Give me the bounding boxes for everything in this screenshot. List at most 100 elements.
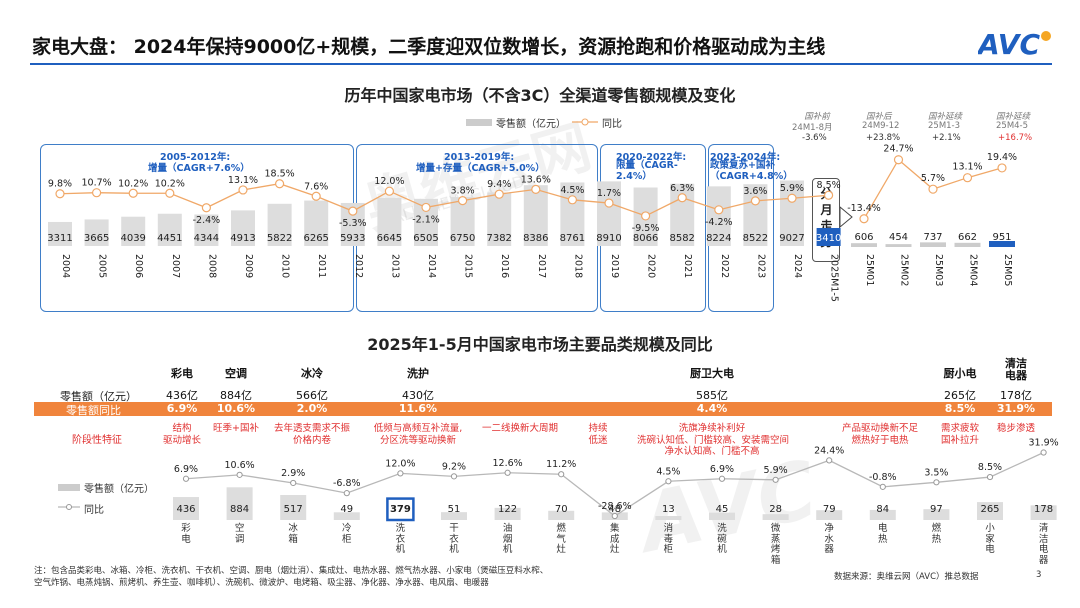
phase-3-line2: 限量（CAGR-2.4%） — [616, 160, 678, 182]
monthly-bar — [885, 244, 912, 247]
annual-yoy-label: -4.2% — [705, 217, 733, 228]
category-bar-value: 79 — [823, 504, 836, 515]
category-bar — [709, 512, 735, 520]
chart2-legend-line: 同比 — [84, 505, 104, 516]
page-title: 家电大盘： 2024年保持9000亿+规模，二季度迎双位数增长，资源抢跑和价格驱… — [32, 36, 826, 58]
annual-yoy-label: -5.3% — [339, 218, 367, 229]
annual-yoy-point — [714, 205, 724, 215]
category-x-label: 干衣机 — [449, 523, 459, 555]
annual-yoy-point — [201, 203, 211, 213]
annual-bar — [304, 200, 329, 246]
category-x-label: 燃热 — [931, 523, 942, 545]
annual-yoy-point — [640, 211, 651, 221]
group-feature: 低频与高频互补流量, 分区洗等驱动换新 — [373, 423, 463, 446]
annual-x-label: 2016 — [499, 254, 510, 278]
category-yoy-label: 24.4% — [814, 445, 844, 456]
annual-yoy-point — [677, 193, 687, 203]
annual-yoy-point — [128, 188, 138, 198]
annual-x-label: 2022 — [719, 254, 730, 278]
category-yoy-label: 4.5% — [656, 466, 680, 477]
annotation-4-l2: 25M4-5 — [996, 121, 1029, 131]
row-label-stage: 阶段性特征 — [72, 435, 122, 446]
annual-bar — [194, 214, 219, 246]
annual-yoy-point — [91, 188, 102, 198]
annual-bar — [231, 210, 255, 246]
category-yoy-label: 11.2% — [546, 459, 576, 470]
category-x-label: 清洁电器 — [1038, 523, 1049, 566]
annual-yoy-point — [787, 193, 797, 203]
category-bar — [386, 497, 415, 522]
group-name: 彩电 — [171, 367, 193, 380]
category-bar — [977, 502, 1003, 520]
annual-bar-value: 8066 — [633, 233, 658, 244]
category-bar-value: 28 — [769, 504, 782, 515]
category-yoy-label: 10.6% — [225, 460, 255, 471]
annual-yoy-point — [311, 191, 321, 201]
group-growth: 8.5% — [944, 402, 976, 415]
category-yoy-label: 8.5% — [978, 462, 1002, 473]
category-bar-value: 84 — [876, 504, 889, 515]
chart1-legend-line: 同比 — [602, 119, 622, 130]
category-yoy-point — [397, 470, 404, 477]
category-bar-value: 70 — [555, 504, 568, 515]
annual-yoy-label: 10.2% — [155, 178, 185, 189]
monthly-x-label: 25M01 — [864, 254, 875, 286]
category-yoy-point — [718, 475, 726, 482]
annual-bar-value: 9027 — [779, 233, 804, 244]
monthly-yoy-point — [962, 173, 973, 183]
group-sales: 585亿 — [696, 389, 728, 402]
monthly-yoy-label: 13.1% — [952, 162, 982, 173]
annual-bar — [48, 221, 72, 246]
group-feature: 持续 低迷 — [588, 423, 608, 446]
category-x-label: 彩电 — [181, 523, 191, 545]
annual-yoy-point — [348, 206, 358, 216]
annual-x-label: 2020 — [646, 254, 657, 278]
annual-bar-value: 8386 — [523, 233, 548, 244]
group-name: 厨小电 — [943, 367, 977, 380]
annual-bar — [267, 203, 292, 246]
annual-yoy-label: 4.5% — [560, 185, 584, 196]
group-sales: 178亿 — [1000, 389, 1032, 402]
category-yoy-label: 5.9% — [764, 465, 788, 476]
annual-yoy-label: -2.4% — [193, 215, 221, 226]
category-yoy-label: 31.9% — [1029, 438, 1059, 449]
annual-yoy-label: 3.6% — [743, 186, 767, 197]
monthly-trend-arrow — [840, 206, 853, 228]
category-bar — [280, 494, 307, 520]
monthly-yoy-point — [893, 155, 904, 165]
phase-2-line1: 2013-2019年: — [444, 152, 515, 163]
category-yoy-label: 2.9% — [281, 468, 305, 479]
group-feature: 去年透支需求不振 价格内卷 — [273, 423, 350, 446]
footnote-line2: 空气炸锅、电蒸炖锅、煎烤机、养生壶、咖啡机）、洗碗机、微波炉、电烤箱、吸尘器、净… — [34, 578, 489, 588]
annual-bar — [560, 182, 585, 246]
category-yoy-point — [558, 471, 565, 478]
annual-bar-value: 8522 — [743, 233, 768, 244]
category-bar — [762, 514, 789, 520]
category-yoy-label: -0.8% — [869, 472, 897, 483]
category-bar — [655, 516, 682, 520]
category-bar-value: 45 — [716, 504, 729, 515]
annual-x-label: 2017 — [536, 254, 547, 278]
group-feature: 洗旗净续补利好 洗碗认知低、门槛较高、安装需空间 净水认知高、门槛不高 — [637, 423, 790, 457]
annual-x-label: 2019 — [609, 254, 620, 278]
category-yoy-point — [826, 457, 833, 464]
group-name: 空调 — [225, 367, 247, 380]
category-yoy-point — [504, 469, 511, 476]
category-yoy-label: 6.9% — [174, 464, 198, 475]
page-number: 3 — [1036, 570, 1042, 580]
phase-1-line1: 2005-2012年: — [160, 152, 231, 163]
category-bar — [869, 509, 896, 520]
annual-bar — [84, 219, 109, 246]
annotation-1-l1: 国补前 — [804, 112, 830, 122]
annual-x-label: 2011 — [316, 254, 327, 278]
category-x-label: 燃气灶 — [556, 523, 566, 555]
monthly-x-label: 25M02 — [899, 254, 910, 286]
annual-yoy-point — [55, 189, 65, 199]
group-growth: 11.6% — [398, 402, 438, 415]
category-yoy-point — [611, 512, 618, 520]
category-bar — [548, 510, 575, 520]
group-name: 厨卫大电 — [690, 367, 734, 380]
annual-yoy-label: -9.5% — [632, 223, 660, 234]
category-x-label: 油烟机 — [502, 523, 513, 555]
